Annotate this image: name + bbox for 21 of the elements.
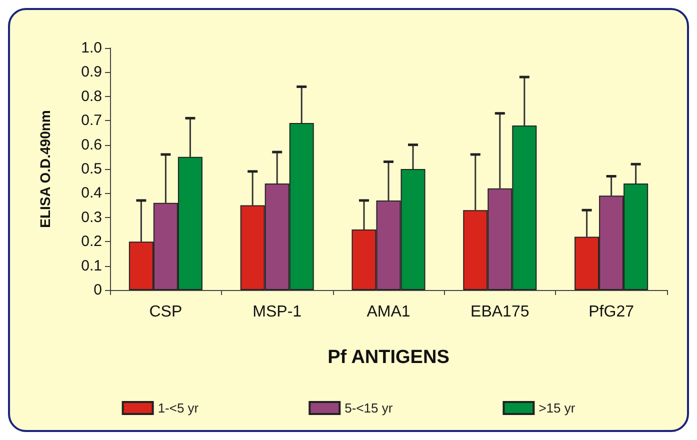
x-tick-label: EBA175	[470, 304, 530, 320]
y-tick-label: 0.5	[81, 160, 102, 178]
legend-label: 5-<15 yr	[344, 400, 394, 416]
y-tick-label: 0.6	[81, 136, 102, 154]
y-tick-label: 0	[94, 282, 102, 298]
y-tick-label: 0.2	[81, 233, 102, 250]
y-tick-label: 0.4	[81, 184, 102, 202]
y-tick-label: 0.9	[81, 64, 102, 81]
x-tick-label: PfG27	[588, 304, 634, 320]
legend-label: >15 yr	[538, 400, 576, 416]
x-tick-label: AMA1	[366, 304, 410, 320]
legend-label: 1-<5 yr	[158, 400, 200, 416]
y-tick-label: 0.1	[81, 257, 102, 274]
y-axis-title: ELISA O.D.490nm	[37, 110, 53, 228]
x-tick-label: CSP	[149, 304, 182, 320]
x-tick-label: MSP-1	[252, 304, 302, 320]
y-tick-label: 0.3	[81, 208, 102, 226]
y-tick-label: 0.8	[81, 88, 102, 105]
y-tick-label: 0.7	[81, 112, 102, 130]
x-axis-title: Pf ANTIGENS	[328, 347, 450, 368]
y-tick-label: 1.0	[81, 40, 102, 56]
